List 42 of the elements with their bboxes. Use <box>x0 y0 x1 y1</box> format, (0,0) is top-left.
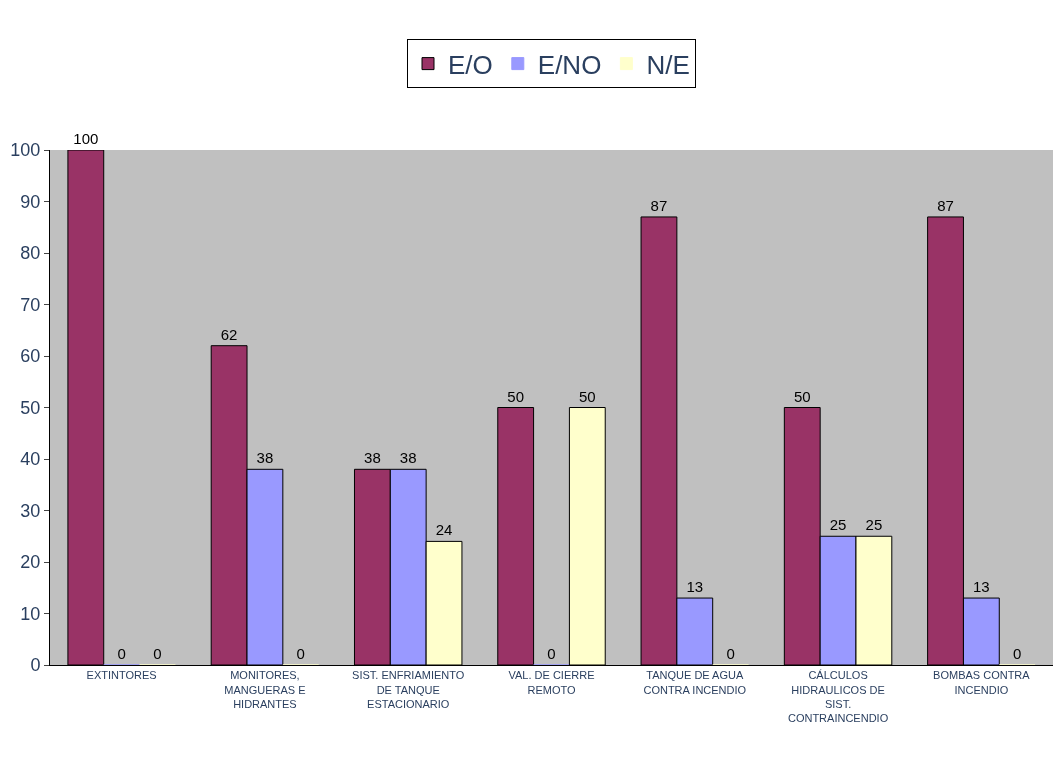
x-tick-label: EXTINTORES <box>86 669 157 682</box>
data-label: 25 <box>865 516 883 534</box>
data-label: 100 <box>73 130 99 147</box>
y-tick-label: 10 <box>20 603 41 624</box>
data-label: 38 <box>256 449 274 467</box>
y-tick-label: 80 <box>20 243 41 264</box>
data-label: 62 <box>220 325 238 343</box>
data-label: 50 <box>578 387 596 405</box>
data-label: 24 <box>435 521 453 539</box>
y-tick-label: 100 <box>10 140 41 161</box>
data-label: 25 <box>829 516 847 534</box>
data-label: 0 <box>296 645 305 662</box>
legend-label: E/NO <box>537 49 602 80</box>
data-label: 13 <box>973 578 990 596</box>
data-label: 0 <box>547 645 556 662</box>
y-tick-label: 70 <box>20 294 41 315</box>
x-tick-label: MONITORES, MANGUERAS E HIDRANTES <box>224 669 306 710</box>
legend-label: N/E <box>646 49 690 80</box>
x-tick-label: BOMBAS CONTRA INCENDIO <box>933 669 1031 696</box>
legend-label: E/O <box>448 49 493 80</box>
x-tick-label: VAL. DE CIERRE REMOTO <box>508 669 595 696</box>
x-tick-label: CÁLCULOS HIDRAULICOS DE SIST. CONTRAINCENDIO <box>787 669 889 725</box>
data-label: 50 <box>507 387 525 405</box>
data-label: 38 <box>364 449 381 467</box>
data-label: 0 <box>726 645 735 662</box>
y-tick-label: 20 <box>20 552 41 573</box>
data-label: 87 <box>937 196 954 214</box>
x-tick-label: TANQUE DE AGUA CONTRA INCENDIO <box>643 669 747 696</box>
data-label: 0 <box>1013 645 1022 662</box>
data-label: 13 <box>686 578 704 596</box>
data-label: 0 <box>117 645 126 662</box>
y-tick-label: 30 <box>20 500 41 521</box>
data-label: 0 <box>153 645 162 662</box>
y-tick-label: 50 <box>20 397 41 418</box>
data-label: 38 <box>399 449 417 467</box>
data-label: 50 <box>793 387 811 405</box>
y-tick-label: 60 <box>20 346 41 367</box>
y-tick-label: 40 <box>20 449 41 470</box>
y-tick-label: 90 <box>20 191 41 212</box>
x-tick-label: SIST. ENFRIAMIENTO DE TANQUE ESTACIONARIO <box>352 669 465 710</box>
y-tick-label: 0 <box>30 655 41 676</box>
data-label: 87 <box>650 196 668 214</box>
